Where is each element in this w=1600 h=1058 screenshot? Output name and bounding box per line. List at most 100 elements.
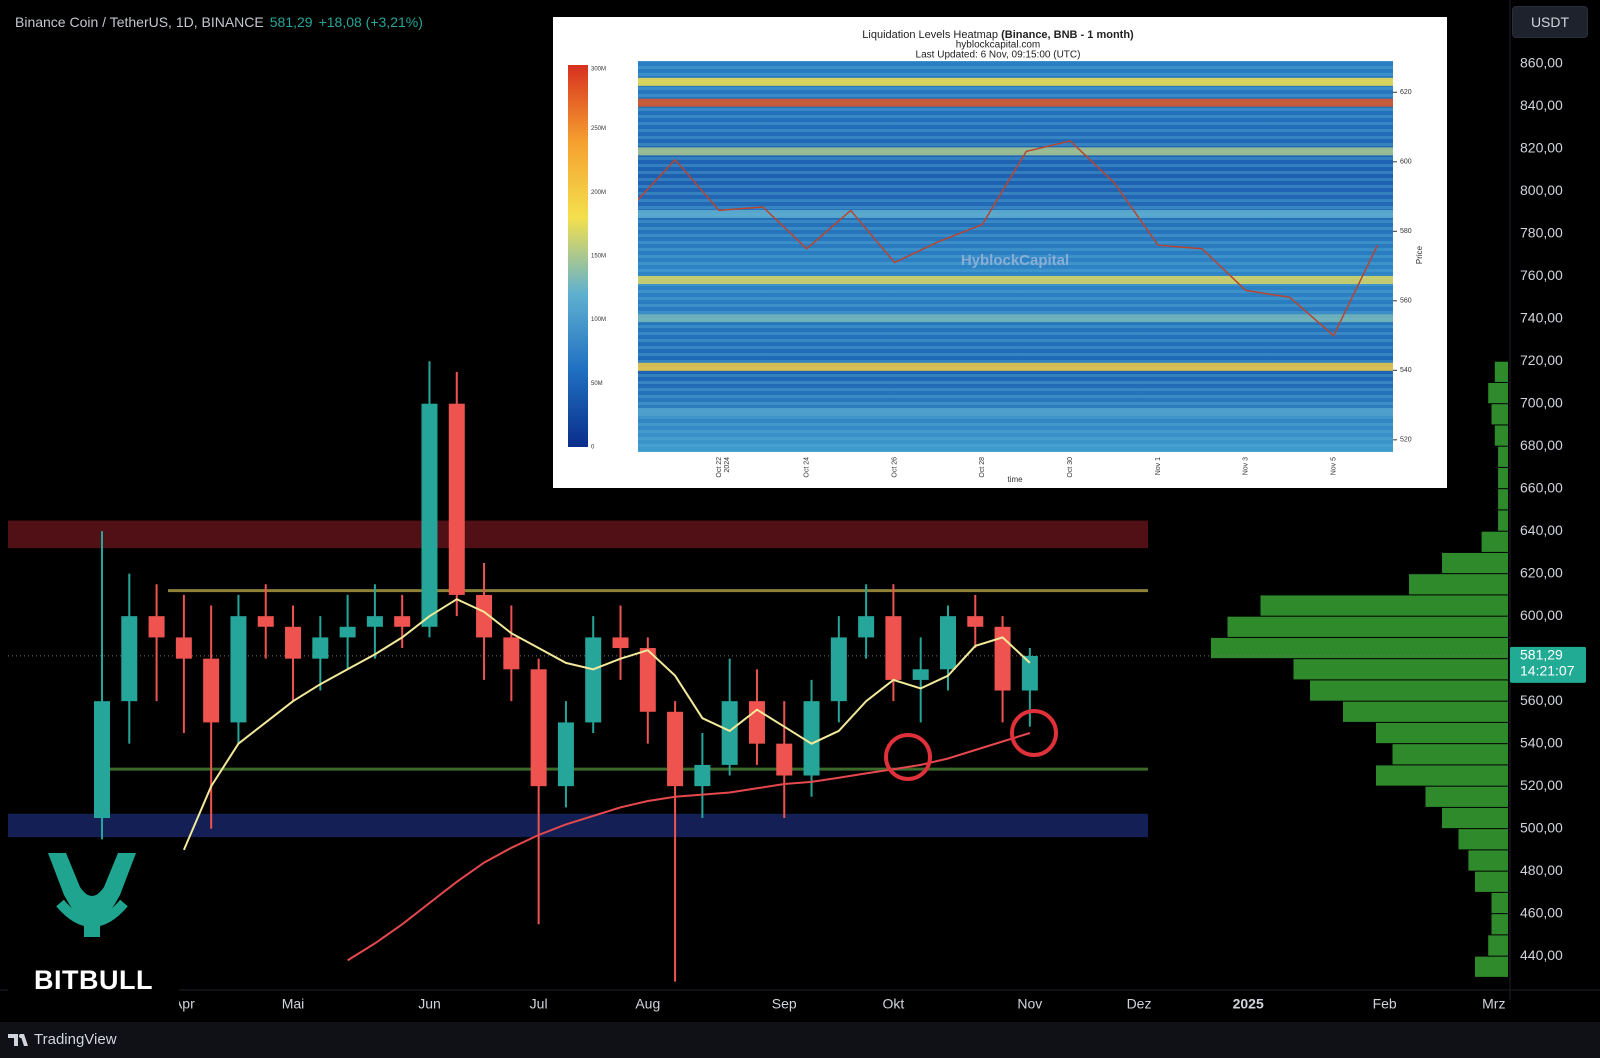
profile-bar [1260,595,1508,616]
x-tick-label: Nov 5 [1330,457,1337,475]
y-tick-label: 760,00 [1520,267,1563,283]
logo-dot [130,853,134,857]
colorbar [568,65,588,447]
profile-bar [1491,914,1508,935]
y-tick-label: 520,00 [1520,777,1563,793]
profile-bar [1442,807,1508,829]
x-tick-label: Oct 26 [891,457,898,478]
plot [8,361,1508,982]
candle-body [557,722,574,787]
candle-body [421,403,438,627]
y-tick-label: 680,00 [1520,437,1563,453]
y-tick-label: 720,00 [1520,352,1563,368]
profile-bar [1481,531,1508,552]
x-tick-label: Feb [1373,996,1397,1012]
tv-mark [19,1034,23,1038]
x-year-label: 2024 [724,457,731,473]
bitbull-logo: BITBULL [8,845,179,1020]
y-tick-label: 460,00 [1520,904,1563,920]
currency-button[interactable]: USDT [1512,6,1588,38]
y-tick-label: 540 [1400,367,1412,374]
price-tag-label: 581,29 [1520,647,1563,663]
symbol: Binance Coin / TetherUS, 1D, BINANCE [15,14,264,30]
profile-bar [1494,425,1508,446]
candle-body [230,616,247,723]
heatmap-title: Liquidation Levels Heatmap (Binance, BNB… [862,29,1134,41]
candle-body [967,616,984,627]
x-axis-label: time [1007,475,1023,484]
y-tick-label: 560,00 [1520,692,1563,708]
y-tick-label: 520 [1400,437,1412,444]
y-tick-label: 600,00 [1520,607,1563,623]
candle-body [448,403,465,595]
candle-body [175,637,192,659]
candle-body [530,669,547,787]
liquidation-band [638,362,1393,371]
candle-body [476,594,493,638]
liquidation-band [638,147,1393,156]
candle-body [203,658,220,723]
colorbar-tick-label: 300M [591,67,606,73]
liquidation-band [638,77,1393,86]
liquidation-band [638,408,1393,417]
profile-bar [1392,744,1508,765]
colorbar-tick-label: 250M [591,126,606,132]
zone [8,520,1148,549]
profile-bar [1211,637,1508,659]
candle-body [639,648,656,712]
logo-shape [48,853,136,937]
y-tick-label: 640,00 [1520,522,1563,538]
heatmap-subtitle: hyblockcapital.com [956,40,1040,51]
moving-average [347,732,1031,962]
tv-icon [8,1034,28,1046]
y-tick-label: 800,00 [1520,182,1563,198]
candle-body [721,701,738,765]
profile-bar [1343,701,1508,722]
profile-bar [1442,552,1508,574]
logo-mark [48,853,136,937]
profile-bar [1468,850,1508,871]
y-tick-label: 780,00 [1520,224,1563,240]
candle-body [748,701,765,744]
candle-body [776,743,793,776]
profile-bar [1488,382,1508,404]
last-price: 581,29 [269,14,313,30]
x-tick-label: Oct 24 [804,457,811,478]
profile-bar [1498,489,1508,510]
x-tick-label: Oct 30 [1067,457,1074,478]
y-tick-label: 820,00 [1520,139,1563,155]
heatmap-updated: Last Updated: 6 Nov, 09:15:00 (UTC) [916,50,1081,61]
x-tick-label: Jun [418,996,441,1012]
logo-shape [56,899,128,927]
price-tag-timer: 14:21:07 [1520,663,1575,679]
profile-bar [1491,404,1508,425]
x-tick-label: Nov 3 [1243,457,1250,475]
x-tick-label: Sep [772,996,797,1012]
moving-average [182,598,1031,851]
candle-body [612,637,629,649]
zone [8,813,1148,838]
y-tick-label: 660,00 [1520,479,1563,495]
profile-bar [1425,786,1508,807]
x-tick-label: Nov 1 [1155,457,1162,475]
profile-bar [1458,829,1508,850]
x-tick-label: Okt [883,996,905,1012]
tv-brand: TradingView [34,1031,117,1048]
liquidation-band [638,275,1393,284]
profile-bar [1475,871,1508,892]
liquidation-band [638,98,1393,107]
profile-bar [1409,574,1508,595]
x-tick-label: Oct 22 [716,457,723,478]
candle-body [148,616,165,638]
profile-bar [1310,680,1508,701]
profile-bar [1475,956,1508,977]
y-axis-label: Price [1415,245,1424,264]
candle-body [394,616,411,627]
profile-bar [1376,722,1508,744]
y-tick-label: 600 [1400,159,1412,166]
y-tick-label: 840,00 [1520,97,1563,113]
candle-body [1021,655,1038,691]
profile-bar [1227,616,1508,637]
profile-bar [1491,892,1508,914]
